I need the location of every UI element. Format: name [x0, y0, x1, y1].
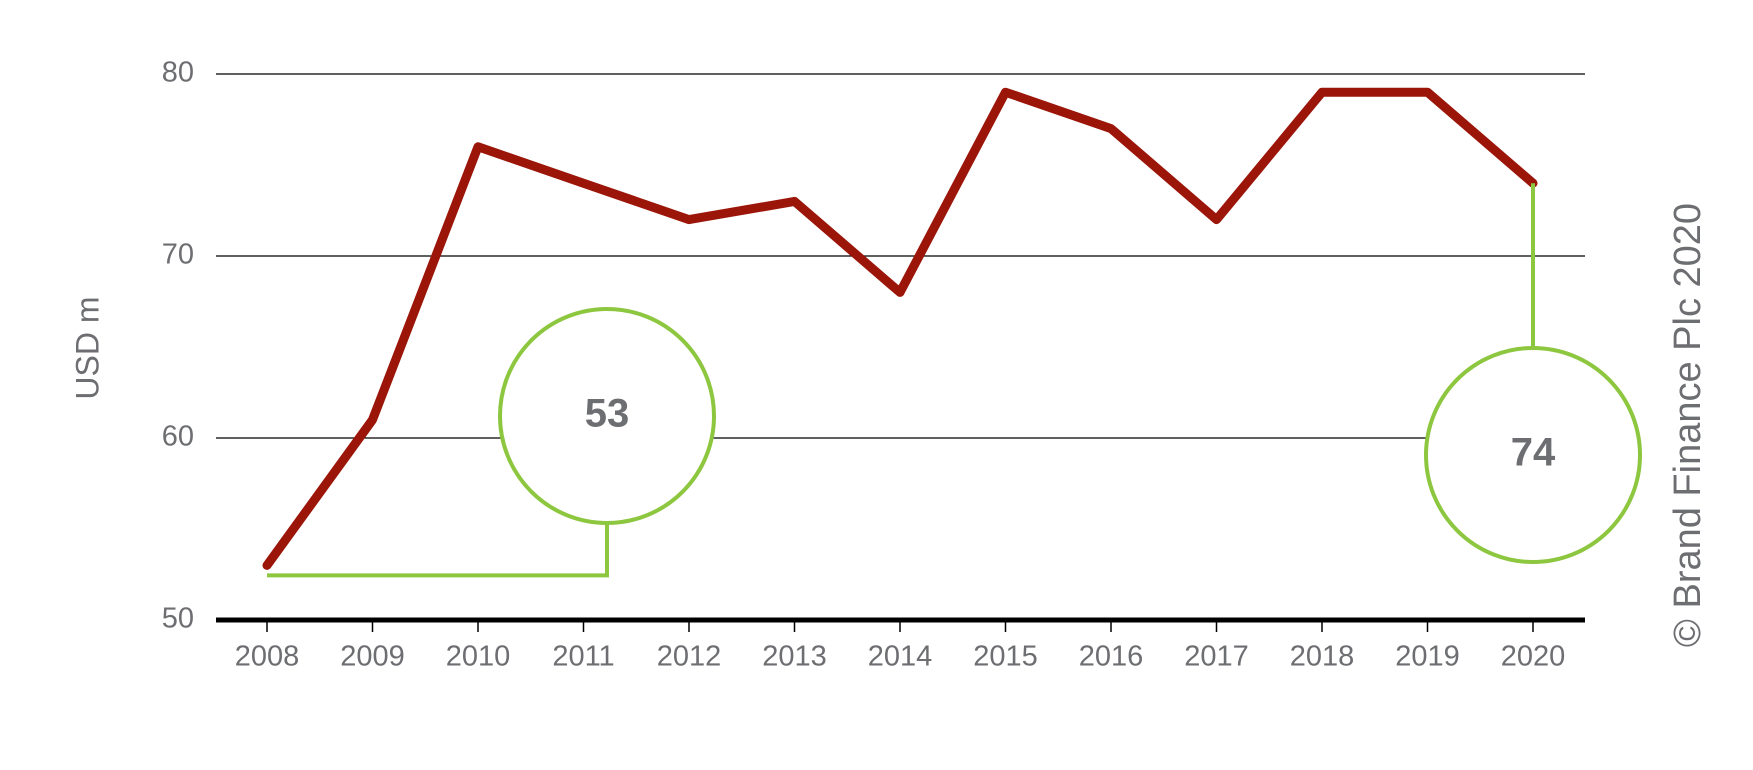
x-tick-label: 2009 — [340, 641, 405, 673]
x-tick-label: 2013 — [762, 641, 827, 673]
y-axis-label: USD m — [69, 296, 105, 399]
x-tick-label: 2016 — [1079, 641, 1144, 673]
y-tick-label: 80 — [162, 57, 194, 89]
x-tick-label: 2012 — [657, 641, 722, 673]
y-tick-label: 60 — [162, 421, 194, 453]
callout-leader — [267, 523, 609, 578]
callout-label: 74 — [1511, 431, 1556, 475]
y-tick-label: 70 — [162, 239, 194, 271]
x-tick-label: 2017 — [1184, 641, 1249, 673]
x-tick-label: 2018 — [1290, 641, 1355, 673]
x-tick-label: 2015 — [973, 641, 1038, 673]
data-line — [262, 87, 1538, 570]
callout-circle — [1424, 346, 1642, 564]
x-tick-label: 2011 — [552, 641, 614, 673]
x-tick-label: 2014 — [868, 641, 933, 673]
x-tick-label: 2020 — [1501, 641, 1566, 673]
callout-label: 53 — [585, 392, 630, 436]
y-tick-label: 50 — [162, 603, 194, 635]
credit: © Brand Finance Plc 2020 — [1667, 203, 1709, 647]
x-tick-label: 2008 — [235, 641, 300, 673]
callout-circle — [498, 307, 716, 525]
x-tick-label: 2019 — [1395, 641, 1460, 673]
x-tick-label: 2010 — [446, 641, 511, 673]
